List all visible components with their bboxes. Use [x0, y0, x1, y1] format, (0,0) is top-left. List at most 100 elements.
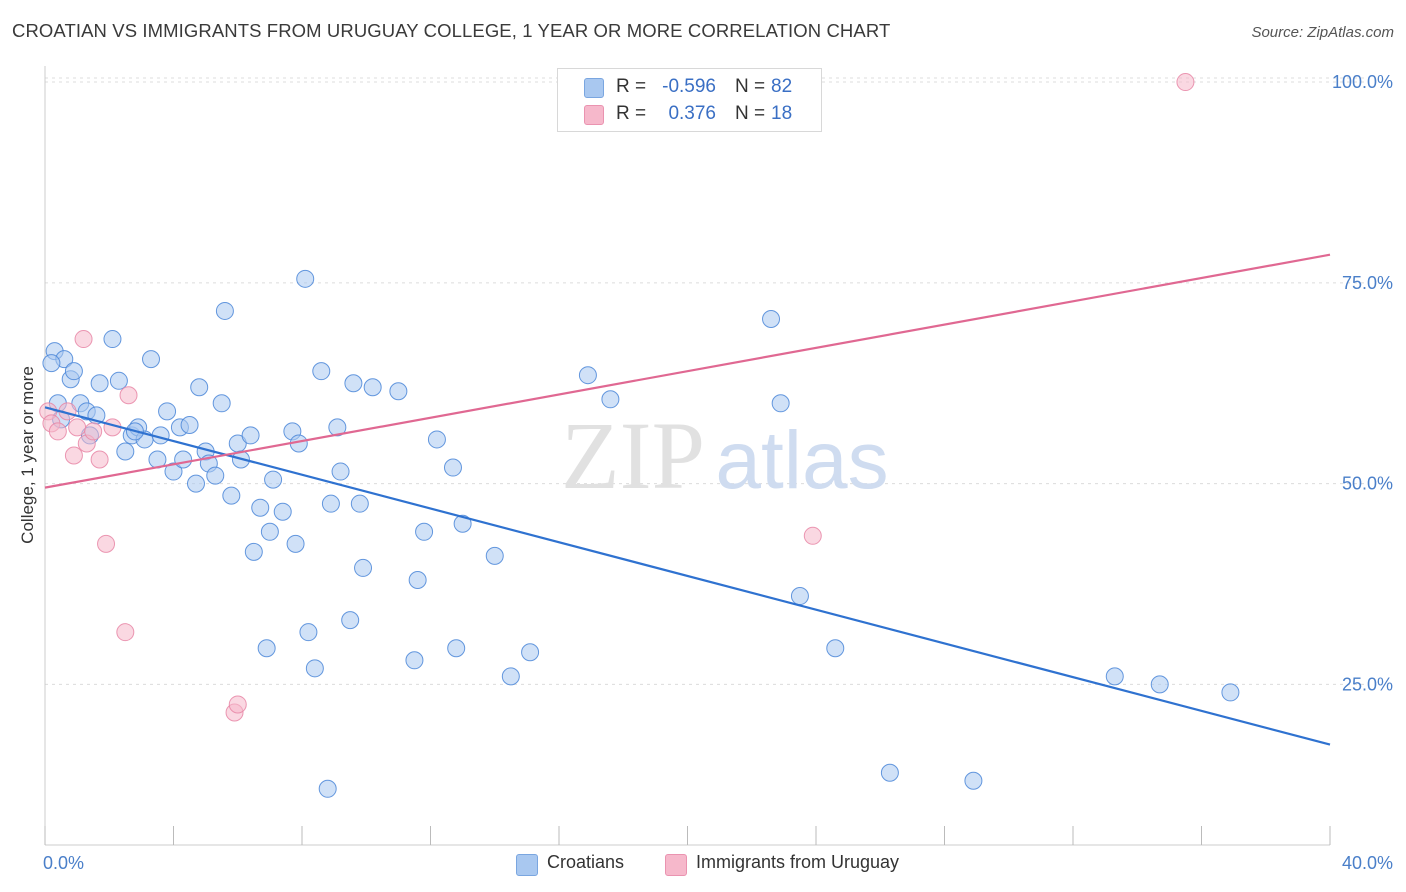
point-croatians	[158, 402, 177, 421]
watermark-atlas: atlas	[715, 415, 888, 506]
point-croatians	[109, 371, 128, 390]
point-croatians	[103, 330, 122, 349]
point-croatians	[331, 462, 350, 481]
point-croatians	[42, 354, 61, 373]
point-croatians	[186, 474, 205, 493]
point-croatians	[244, 542, 263, 561]
point-croatians	[260, 522, 279, 541]
point-croatians	[257, 639, 276, 658]
point-uruguay	[803, 526, 822, 545]
y-tick-label: 50.0%	[1342, 474, 1393, 494]
point-croatians	[363, 378, 382, 397]
point-croatians	[64, 362, 83, 381]
point-croatians	[521, 643, 540, 662]
point-uruguay	[97, 534, 116, 553]
point-croatians	[328, 418, 347, 437]
watermark-zip: ZIP	[561, 402, 705, 509]
legend-label-uruguay: Immigrants from Uruguay	[696, 852, 900, 872]
point-croatians	[790, 587, 809, 606]
legend-label-croatians: Croatians	[547, 852, 625, 872]
data-points	[39, 73, 1240, 798]
point-croatians	[443, 458, 462, 477]
point-croatians	[771, 394, 790, 413]
point-uruguay	[84, 422, 103, 441]
r-value: 0.376	[668, 103, 716, 124]
watermark: ZIP atlas	[561, 402, 889, 509]
point-croatians	[90, 374, 109, 393]
point-croatians	[762, 309, 781, 328]
point-croatians	[350, 494, 369, 513]
point-croatians	[601, 390, 620, 409]
r-label: R =	[616, 103, 647, 124]
n-value: 82	[771, 76, 793, 97]
point-croatians	[222, 486, 241, 505]
point-croatians	[1150, 675, 1169, 694]
point-croatians	[1105, 667, 1124, 686]
point-croatians	[389, 382, 408, 401]
point-croatians	[501, 667, 520, 686]
r-value: -0.596	[662, 76, 716, 97]
point-croatians	[212, 394, 231, 413]
point-croatians	[405, 651, 424, 670]
point-croatians	[344, 374, 363, 393]
point-uruguay	[48, 422, 67, 441]
r-label: R =	[616, 76, 647, 97]
y-tick-label: 100.0%	[1332, 72, 1393, 92]
x-tick-labels: 0.0% 40.0%	[43, 853, 1393, 873]
point-croatians	[305, 659, 324, 678]
point-croatians	[485, 546, 504, 565]
y-tick-label: 75.0%	[1342, 273, 1393, 293]
point-croatians	[174, 450, 193, 469]
point-croatians	[299, 623, 318, 642]
chart-title: CROATIAN VS IMMIGRANTS FROM URUGUAY COLL…	[12, 20, 891, 41]
point-croatians	[206, 466, 225, 485]
x-tick-label: 40.0%	[1342, 853, 1393, 873]
point-uruguay	[228, 695, 247, 714]
point-uruguay	[64, 446, 83, 465]
point-uruguay	[68, 418, 87, 437]
point-croatians	[116, 442, 135, 461]
n-label: N =	[735, 76, 766, 97]
y-tick-label: 25.0%	[1342, 674, 1393, 694]
point-croatians	[578, 366, 597, 385]
point-croatians	[318, 779, 337, 798]
point-uruguay	[119, 386, 138, 405]
point-croatians	[415, 522, 434, 541]
point-croatians	[264, 470, 283, 489]
n-label: N =	[735, 103, 766, 124]
n-value: 18	[771, 103, 793, 124]
grid-lines	[45, 77, 1365, 685]
point-croatians	[341, 611, 360, 630]
point-croatians	[427, 430, 446, 449]
point-croatians	[164, 462, 183, 481]
point-uruguay	[1176, 73, 1195, 92]
point-croatians	[321, 494, 340, 513]
trend-line-croatians	[44, 406, 1331, 746]
point-croatians	[354, 558, 373, 577]
legend-swatch-uruguay	[665, 854, 687, 876]
legend-swatch-croatians	[584, 78, 604, 98]
point-croatians	[880, 763, 899, 782]
point-croatians	[273, 502, 292, 521]
point-uruguay	[116, 623, 135, 642]
point-croatians	[964, 771, 983, 790]
point-croatians	[826, 639, 845, 658]
point-croatians	[453, 514, 472, 533]
point-uruguay	[90, 450, 109, 469]
point-croatians	[447, 639, 466, 658]
point-croatians	[296, 269, 315, 288]
source-label: Source: ZipAtlas.com	[1251, 24, 1394, 41]
point-croatians	[142, 350, 161, 369]
point-croatians	[241, 426, 260, 445]
point-croatians	[180, 415, 199, 434]
y-tick-labels: 25.0% 50.0% 75.0% 100.0%	[1332, 72, 1393, 694]
correlation-legend: R = -0.596 N = 82 R = 0.376 N = 18	[557, 68, 822, 132]
point-croatians	[408, 570, 427, 589]
point-croatians	[286, 534, 305, 553]
trend-lines	[44, 253, 1331, 746]
point-croatians	[251, 498, 270, 517]
point-croatians	[312, 362, 331, 381]
point-croatians	[190, 378, 209, 397]
point-uruguay	[74, 330, 93, 349]
